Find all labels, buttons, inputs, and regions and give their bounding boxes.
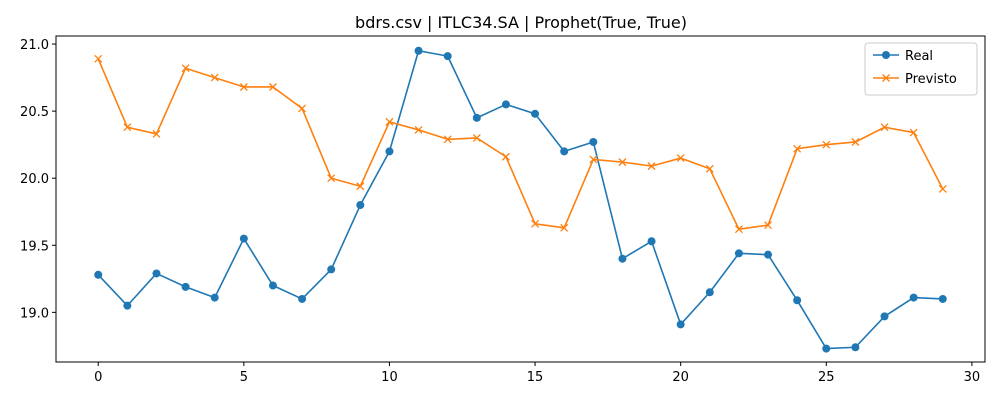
data-point-real [851, 343, 860, 352]
legend-label-real: Real [905, 49, 933, 64]
data-point-real [531, 109, 540, 118]
data-point-previsto [443, 135, 452, 144]
legend-box [864, 42, 978, 96]
data-point-previsto [589, 155, 598, 164]
data-point-previsto [501, 152, 510, 161]
data-point-previsto [880, 123, 889, 132]
data-point-previsto [851, 138, 860, 146]
data-point-previsto [938, 184, 947, 193]
data-point-previsto [909, 128, 918, 137]
data-point-real [705, 288, 714, 297]
x-axis: 0 5 10 15 20 25 30 [94, 362, 980, 385]
x-tick-label: 10 [381, 370, 398, 385]
data-point-real [152, 269, 161, 278]
data-point-previsto [123, 123, 132, 132]
data-point-real [298, 294, 307, 303]
series-layer [94, 46, 947, 353]
x-tick-label: 5 [240, 370, 248, 385]
data-point-previsto [676, 154, 685, 163]
legend: Real Previsto [864, 42, 978, 96]
plot-frame [55, 35, 986, 363]
data-point-previsto [560, 223, 569, 232]
data-point-real [880, 312, 889, 321]
y-tick-label: 21.0 [20, 38, 49, 53]
data-point-real [356, 201, 365, 210]
legend-marker-previsto [882, 74, 890, 82]
series-line-previsto [97, 58, 944, 230]
data-point-previsto [793, 144, 802, 153]
data-point-real [268, 281, 277, 290]
data-point-previsto [181, 64, 190, 73]
data-point-real [938, 294, 947, 303]
data-point-real [210, 293, 219, 302]
data-point-real [793, 296, 802, 305]
data-point-previsto [618, 158, 627, 167]
y-tick-label: 19.5 [20, 239, 49, 254]
data-point-previsto [356, 182, 365, 191]
data-point-real [909, 293, 918, 302]
x-tick-label: 25 [818, 370, 835, 385]
y-tick-label: 19.0 [20, 306, 49, 321]
data-point-real [501, 100, 510, 109]
x-tick-label: 15 [527, 370, 544, 385]
data-point-previsto [152, 129, 161, 138]
data-point-real [589, 137, 598, 146]
data-point-real [472, 113, 481, 122]
data-point-previsto [414, 125, 423, 134]
y-tick-label: 20.5 [20, 105, 49, 120]
data-point-real [764, 250, 773, 259]
data-point-previsto [705, 164, 714, 173]
data-point-real [676, 320, 685, 329]
data-point-previsto [210, 73, 219, 82]
legend-label-previsto: Previsto [905, 72, 957, 87]
data-point-previsto [94, 54, 103, 63]
data-point-previsto [298, 104, 307, 113]
x-tick-label: 30 [964, 370, 981, 385]
data-point-real [181, 282, 190, 291]
data-point-real [327, 265, 336, 274]
data-point-real [560, 147, 569, 156]
data-point-real [734, 249, 743, 258]
data-point-real [618, 254, 627, 263]
data-point-previsto [239, 83, 248, 91]
x-tick-label: 20 [672, 370, 689, 385]
data-point-real [123, 301, 132, 310]
x-tick-label: 0 [94, 370, 102, 385]
data-point-real [94, 270, 103, 279]
data-point-previsto [327, 174, 336, 183]
data-point-previsto [647, 162, 656, 171]
data-point-previsto [822, 140, 831, 149]
legend-marker-real [882, 51, 890, 59]
data-point-previsto [472, 133, 481, 142]
data-point-previsto [734, 225, 743, 234]
data-point-previsto [385, 117, 394, 126]
data-point-real [414, 46, 423, 55]
data-point-previsto [269, 83, 277, 91]
data-point-real [647, 237, 656, 246]
y-tick-label: 20.0 [20, 172, 49, 187]
data-point-real [385, 147, 394, 156]
data-point-real [239, 234, 248, 243]
data-point-real [822, 344, 831, 353]
data-point-previsto [531, 219, 540, 228]
data-point-real [443, 52, 452, 61]
y-axis: 19.0 19.5 20.0 20.5 21.0 [20, 38, 56, 321]
data-point-previsto [764, 221, 772, 230]
chart-title: bdrs.csv | ITLC34.SA | Prophet(True, Tru… [355, 13, 687, 32]
series-line-real [97, 49, 943, 350]
